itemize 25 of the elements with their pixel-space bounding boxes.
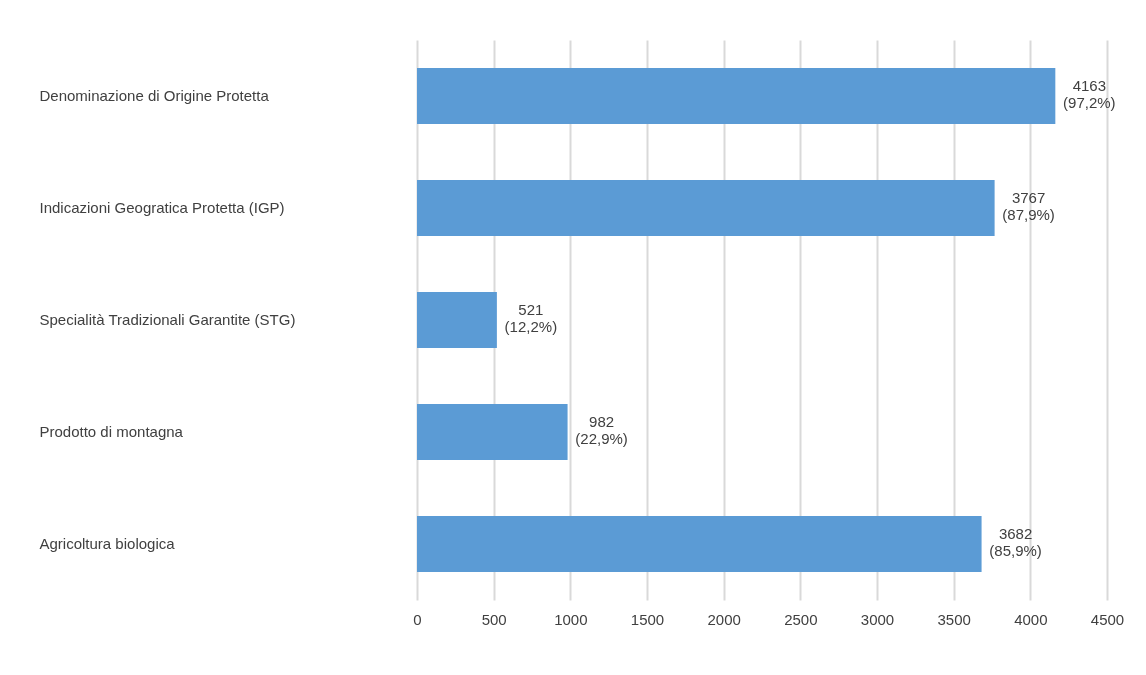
data-label: 4163 (97,2%)	[1063, 77, 1116, 111]
bar	[417, 180, 995, 236]
bar	[417, 516, 982, 572]
x-tick-label: 2500	[784, 610, 818, 628]
y-tick-label: Prodotto di montagna	[39, 423, 184, 440]
x-tick-label: 4000	[1014, 610, 1048, 628]
x-tick-label: 500	[481, 610, 507, 628]
bar	[417, 292, 497, 348]
y-tick-label: Agricoltura biologica	[39, 535, 176, 552]
x-tick-label: 4500	[1090, 610, 1125, 628]
data-label: 3767 (87,9%)	[1002, 189, 1055, 223]
y-tick-label: Indicazioni Geogratica Protetta (IGP)	[39, 199, 285, 216]
y-tick-label: Specialità Tradizionali Garantite (STG)	[39, 311, 296, 328]
data-label: 521 (12,2%)	[504, 301, 558, 335]
x-tick-label: 3000	[860, 610, 895, 628]
x-tick-label: 2000	[707, 610, 741, 628]
y-tick-label: Denominazione di Origine Protetta	[39, 87, 270, 104]
x-tick-label: 1500	[630, 610, 665, 628]
data-label: 3682 (85,9%)	[989, 525, 1042, 559]
x-tick-label: 3500	[937, 610, 971, 628]
bar	[417, 68, 1056, 124]
bar	[417, 404, 568, 460]
x-tick-label: 0	[413, 610, 422, 628]
x-tick-label: 1000	[554, 610, 588, 628]
data-label: 982 (22,9%)	[575, 413, 628, 447]
